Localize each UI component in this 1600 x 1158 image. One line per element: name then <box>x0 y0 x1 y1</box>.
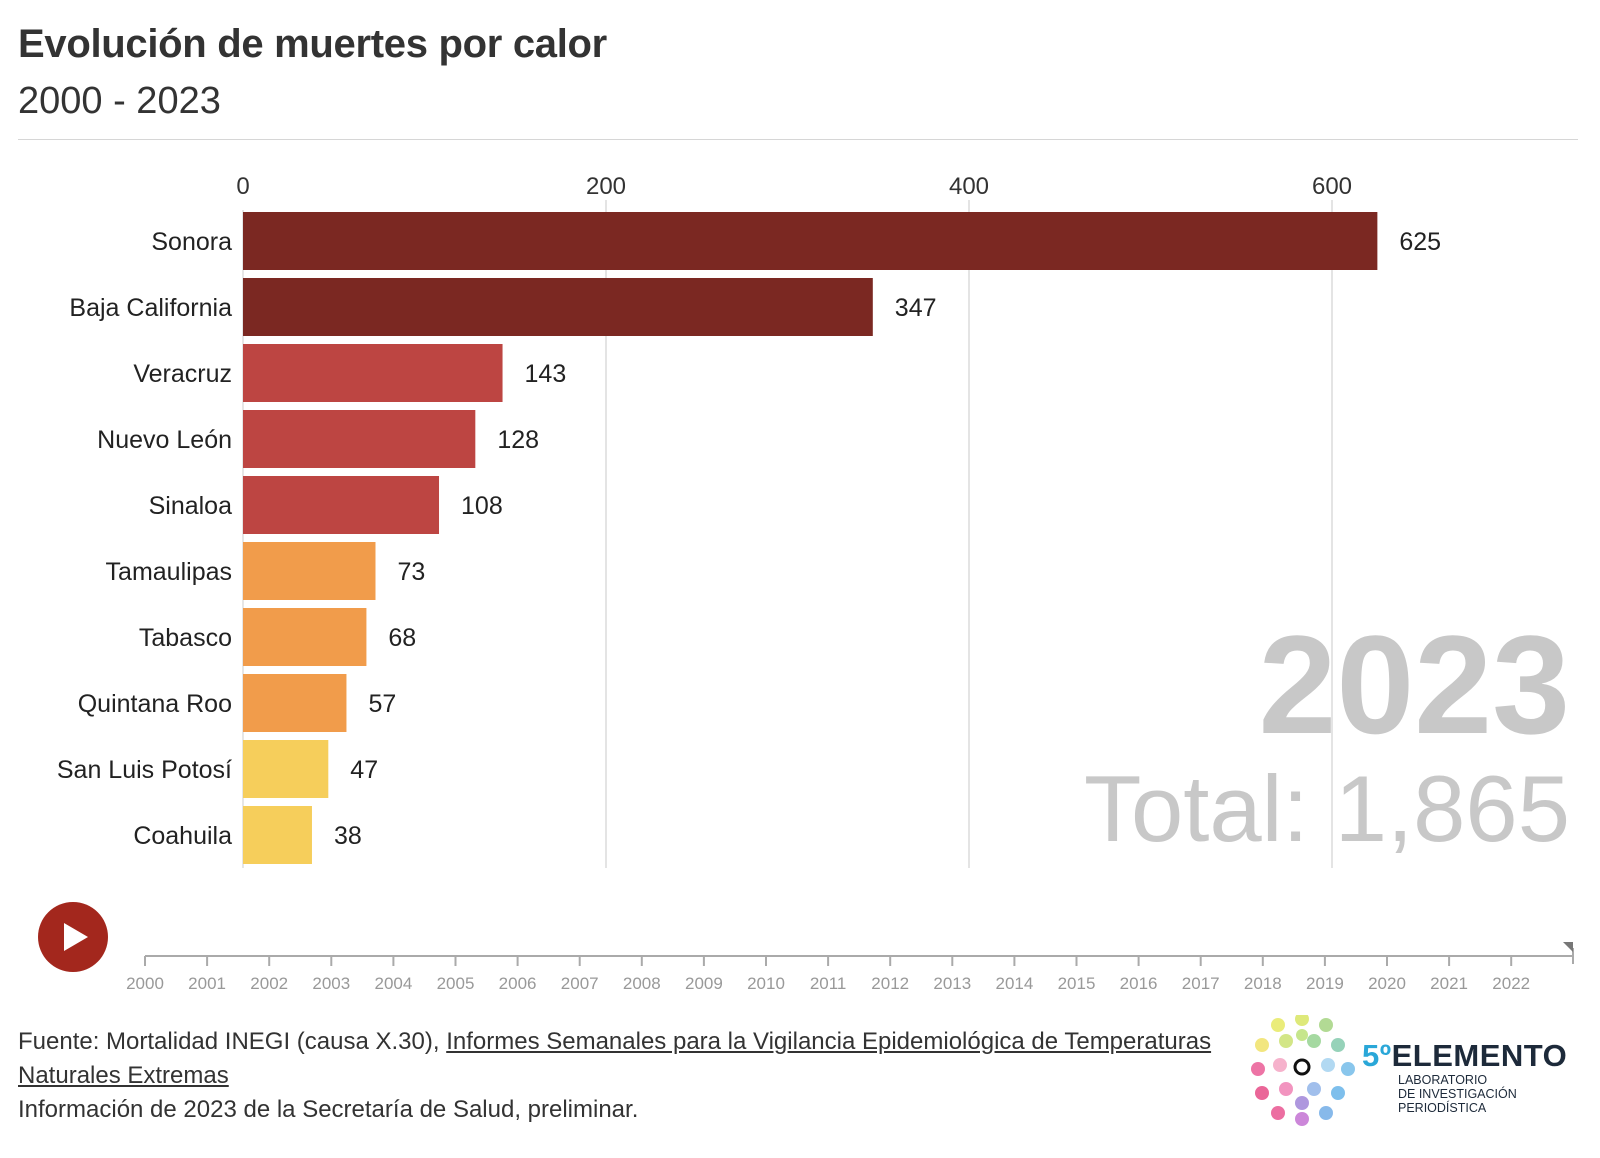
data-label: 128 <box>497 426 539 454</box>
timeline-year-label[interactable]: 2010 <box>747 974 785 990</box>
timeline-year-label[interactable]: 2019 <box>1306 974 1344 990</box>
timeline-year-label[interactable]: 2009 <box>685 974 723 990</box>
timeline-year-label[interactable]: 2008 <box>623 974 661 990</box>
bar <box>243 740 329 798</box>
timeline-year-label[interactable]: 2017 <box>1182 974 1220 990</box>
play-icon <box>64 923 88 951</box>
header-divider <box>18 139 1578 140</box>
logo-tagline: LABORATORIO DE INVESTIGACIÓN PERIODÍSTIC… <box>1398 1073 1517 1115</box>
category-label: Veracruz <box>133 360 232 388</box>
x-tick-label: 400 <box>949 173 989 200</box>
timeline-year-label[interactable]: 2004 <box>374 974 412 990</box>
x-tick-label: 200 <box>586 173 626 200</box>
data-label: 38 <box>334 822 362 850</box>
logo-wordmark: 5ºELEMENTO <box>1362 1038 1568 1073</box>
category-label: Tabasco <box>139 624 232 652</box>
bar <box>243 344 503 402</box>
timeline-year-label[interactable]: 2018 <box>1244 974 1282 990</box>
chart-subtitle: 2000 - 2023 <box>18 80 221 122</box>
category-label: Sonora <box>151 228 232 256</box>
timeline-year-label[interactable]: 2022 <box>1492 974 1530 990</box>
data-label: 73 <box>397 558 425 586</box>
play-button[interactable] <box>38 902 108 972</box>
timeline-year-label[interactable]: 2012 <box>871 974 909 990</box>
timeline-year-label[interactable]: 2006 <box>499 974 537 990</box>
current-year-watermark: 2023 <box>1258 606 1570 763</box>
timeline-year-label[interactable]: 2021 <box>1430 974 1468 990</box>
bar <box>243 542 376 600</box>
bar-chart: 0 200 400 600 Sonora 625 Baja California 347 Ver… <box>57 173 1441 868</box>
category-label: San Luis Potosí <box>57 756 232 784</box>
quinto-elemento-logo: 5ºELEMENTO LABORATORIO DE INVESTIGACIÓN … <box>1250 1015 1580 1135</box>
timeline-year-label[interactable]: 2001 <box>188 974 226 990</box>
timeline-year-label[interactable]: 2005 <box>437 974 475 990</box>
category-label: Coahuila <box>133 822 232 850</box>
timeline-year-label[interactable]: 2020 <box>1368 974 1406 990</box>
year-timeline-slider[interactable]: 2000 2001 2002 2003 2004 2005 2006 2007 2008 2009… <box>0 930 1600 990</box>
data-label: 347 <box>895 294 937 322</box>
timeline-year-label[interactable]: 2000 <box>126 974 164 990</box>
category-label: Sinaloa <box>149 492 232 520</box>
data-label: 47 <box>350 756 378 784</box>
x-tick-label: 600 <box>1312 173 1352 200</box>
bar <box>243 410 476 468</box>
source-prefix: Fuente: Mortalidad INEGI (causa X.30), <box>18 1028 447 1055</box>
source-link[interactable]: Informes Semanales para la Vigilancia Ep… <box>18 1028 1212 1089</box>
timeline-handle[interactable] <box>1563 942 1573 952</box>
category-label: Nuevo León <box>97 426 232 454</box>
x-tick-label: 0 <box>236 173 249 200</box>
bar <box>243 674 347 732</box>
source-preliminary-note: Información de 2023 de la Secretaría de … <box>18 1096 639 1123</box>
timeline-year-label[interactable]: 2003 <box>312 974 350 990</box>
timeline-year-label[interactable]: 2002 <box>250 974 288 990</box>
data-label: 108 <box>461 492 503 520</box>
category-label: Baja California <box>69 294 232 322</box>
bar <box>243 212 1378 270</box>
bar <box>243 806 312 864</box>
chart-title: Evolución de muertes por calor <box>18 22 607 66</box>
data-label: 625 <box>1399 228 1441 256</box>
data-label: 57 <box>368 690 396 718</box>
total-watermark: Total: 1,865 <box>1083 756 1570 861</box>
bar <box>243 476 440 534</box>
timeline-year-label[interactable]: 2016 <box>1120 974 1158 990</box>
timeline-year-label[interactable]: 2015 <box>1058 974 1096 990</box>
data-label: 68 <box>388 624 416 652</box>
timeline-year-label[interactable]: 2007 <box>561 974 599 990</box>
bar <box>243 278 873 336</box>
logo-molecule-icon <box>1251 1015 1355 1126</box>
timeline-year-label[interactable]: 2011 <box>810 974 847 990</box>
category-label: Quintana Roo <box>78 690 232 718</box>
data-label: 143 <box>525 360 567 388</box>
category-label: Tamaulipas <box>106 558 232 586</box>
timeline-year-label[interactable]: 2013 <box>933 974 971 990</box>
bar <box>243 608 367 666</box>
source-note: Fuente: Mortalidad INEGI (causa X.30), I… <box>18 1025 1218 1127</box>
timeline-year-label[interactable]: 2014 <box>995 974 1033 990</box>
